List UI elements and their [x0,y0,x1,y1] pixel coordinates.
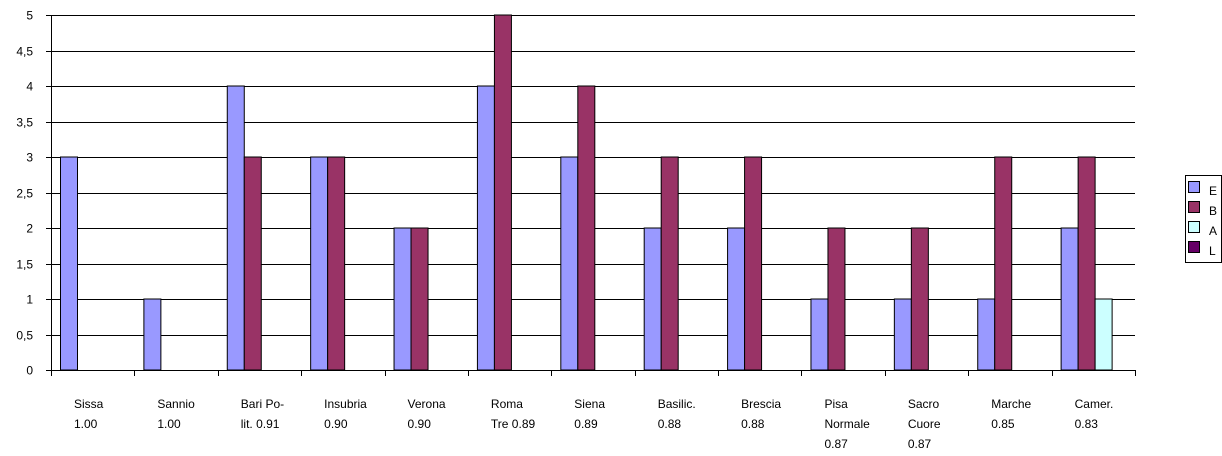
x-axis-labels: Sissa 1.00 Sannio 1.00 Bari Po-lit. 0.91 Insu… [74,397,1113,451]
y-tick-label: 3 [26,151,33,165]
legend-swatch-L [1188,241,1200,253]
y-tick-label: 3,5 [16,116,33,130]
x-axis-label: Camer. 0.83 [1075,397,1114,431]
y-tick-label: 1,5 [16,258,33,272]
legend-label-A: A [1209,224,1217,238]
bar-B [243,156,262,371]
x-axis-label: Insubria 0.90 [324,397,367,431]
bar-A [1094,298,1113,371]
y-axis-ticks: 0 0,5 1 1,5 2 2,5 3 3,5 4 4,5 5 [16,9,51,378]
bar-B [410,227,429,371]
legend-label-B: B [1209,204,1217,218]
bar-B [994,156,1013,371]
x-axis-label: Pisa Normale 0.87 [824,397,870,451]
bar-B [660,156,679,371]
x-axis-label: Verona 0.90 [408,397,446,431]
y-tick-label: 1 [26,293,33,307]
bars-layer [60,14,1113,371]
x-axis-label: Sacro Cuore 0.87 [908,397,941,451]
bar-E [393,227,412,371]
legend-swatch-B [1188,201,1200,213]
bar-B [1077,156,1096,371]
legend-swatch-E [1188,181,1200,193]
x-axis-label: Brescia 0.88 [741,397,781,431]
legend-label-E: E [1209,184,1217,198]
y-tick-label: 0,5 [16,329,33,343]
bar-E [643,227,662,371]
y-tick-label: 2 [26,222,33,236]
bar-B [577,85,596,371]
bar-B [910,227,929,371]
y-tick-label: 0 [26,364,33,378]
y-tick-label: 2,5 [16,187,33,201]
legend-swatch-A [1188,221,1200,233]
y-tick-label: 4,5 [16,45,33,59]
bar-B [744,156,763,371]
x-axis-label: Basilic. 0.88 [658,397,696,431]
bar-E [893,298,912,371]
x-axis-label: Sissa 1.00 [74,397,104,431]
x-axis-label: Bari Po-lit. 0.91 [241,397,284,431]
bar-E [1060,227,1079,371]
bar-B [827,227,846,371]
bar-E [476,85,495,371]
bar-E [143,298,162,371]
bar-E [60,156,78,371]
x-axis-label: Sannio 1.00 [157,397,195,431]
axes [51,15,1136,376]
y-tick-label: 5 [26,9,33,23]
bar-E [226,85,245,371]
bar-E [310,156,329,371]
bar-E [727,227,746,371]
bar-E [810,298,829,371]
legend-label-L: L [1209,244,1216,258]
bar-B [327,156,346,371]
x-axis-label: Roma Tre 0.89 [491,397,536,431]
bar-E [977,298,996,371]
x-axis-label: Marche 0.85 [991,397,1031,431]
bar-B [493,14,512,371]
bar-E [560,156,579,371]
y-tick-label: 4 [26,80,33,94]
x-axis-label: Siena 0.89 [574,397,605,431]
